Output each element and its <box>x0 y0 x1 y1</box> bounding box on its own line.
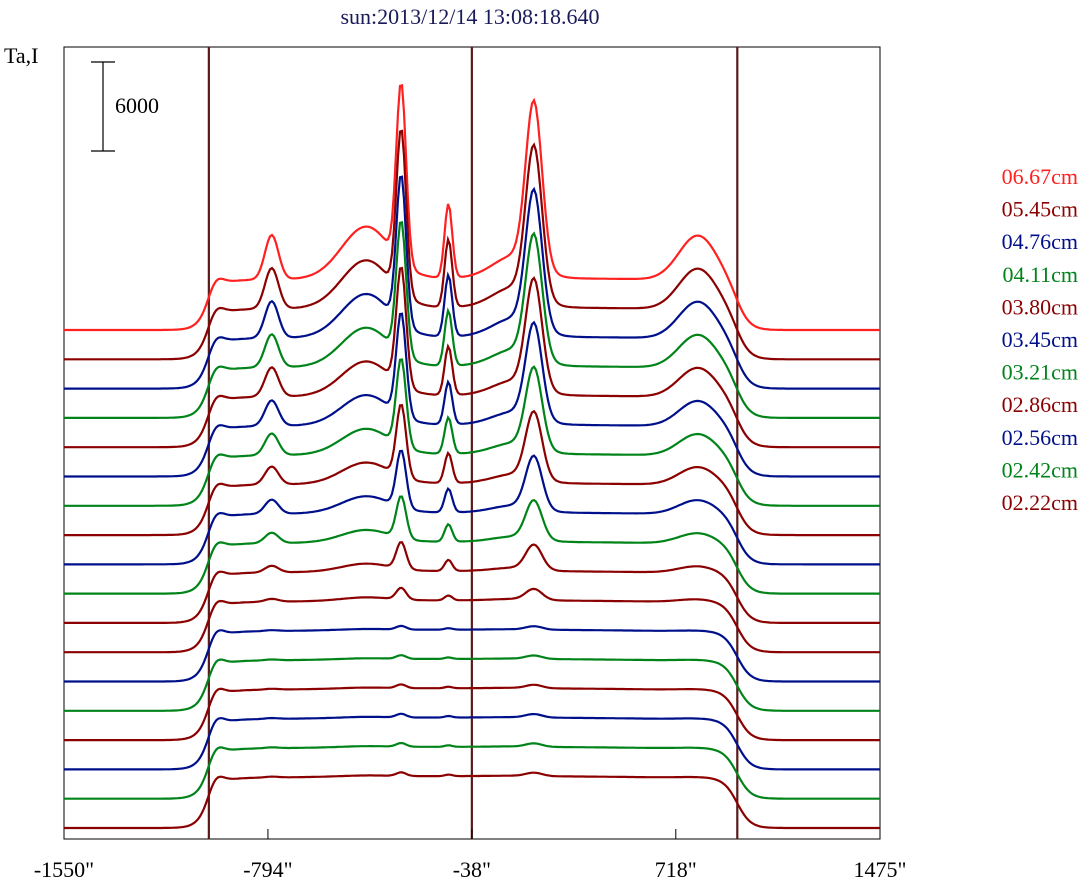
legend-entry-1: 06.67cm <box>1002 164 1078 189</box>
x-tick-label-5: 1475" <box>854 857 907 882</box>
legend-entry-10: 02.42cm <box>1002 457 1078 482</box>
trace-7 <box>64 358 880 507</box>
x-tick-label-3: -38" <box>453 857 491 882</box>
legend-entry-11: 02.22cm <box>1002 490 1078 515</box>
x-tick-label-4: 718" <box>655 857 697 882</box>
x-tick-label-2: -794" <box>243 857 292 882</box>
y-axis-label: Ta,I <box>4 43 39 68</box>
scale-bar: 6000 <box>91 61 159 152</box>
trace-14 <box>64 654 880 712</box>
legend-entry-7: 03.21cm <box>1002 360 1078 385</box>
trace-6 <box>64 312 880 478</box>
trace-1 <box>64 83 880 332</box>
trace-5 <box>64 266 880 449</box>
profile-traces <box>64 83 880 830</box>
legend: 06.67cm 05.45cm 04.76cm 04.11cm 03.80cm 03.45… <box>1002 164 1078 515</box>
x-tick-label-1: -1550" <box>34 857 94 882</box>
scale-bar-label: 6000 <box>115 93 159 118</box>
trace-15 <box>64 683 880 742</box>
vertical-markers <box>207 47 739 839</box>
legend-entry-8: 02.86cm <box>1002 392 1078 417</box>
trace-8 <box>64 404 880 537</box>
trace-2 <box>64 129 880 361</box>
trace-18 <box>64 771 880 830</box>
legend-entry-4: 04.11cm <box>1002 262 1078 287</box>
chart-title: sun:2013/12/14 13:08:18.640 <box>340 4 599 29</box>
x-axis-ticks: -1550" -794" -38" 718" 1475" <box>34 829 907 882</box>
trace-10 <box>64 495 880 595</box>
legend-entry-9: 02.56cm <box>1002 425 1078 450</box>
legend-entry-2: 05.45cm <box>1002 197 1078 222</box>
trace-3 <box>64 175 880 390</box>
trace-11 <box>64 541 880 624</box>
trace-4 <box>64 221 880 419</box>
legend-entry-5: 03.80cm <box>1002 294 1078 319</box>
trace-12 <box>64 586 880 654</box>
trace-13 <box>64 624 880 683</box>
trace-16 <box>64 712 880 771</box>
legend-entry-6: 03.45cm <box>1002 327 1078 352</box>
legend-entry-3: 04.76cm <box>1002 229 1078 254</box>
trace-9 <box>64 449 880 566</box>
trace-17 <box>64 742 880 800</box>
